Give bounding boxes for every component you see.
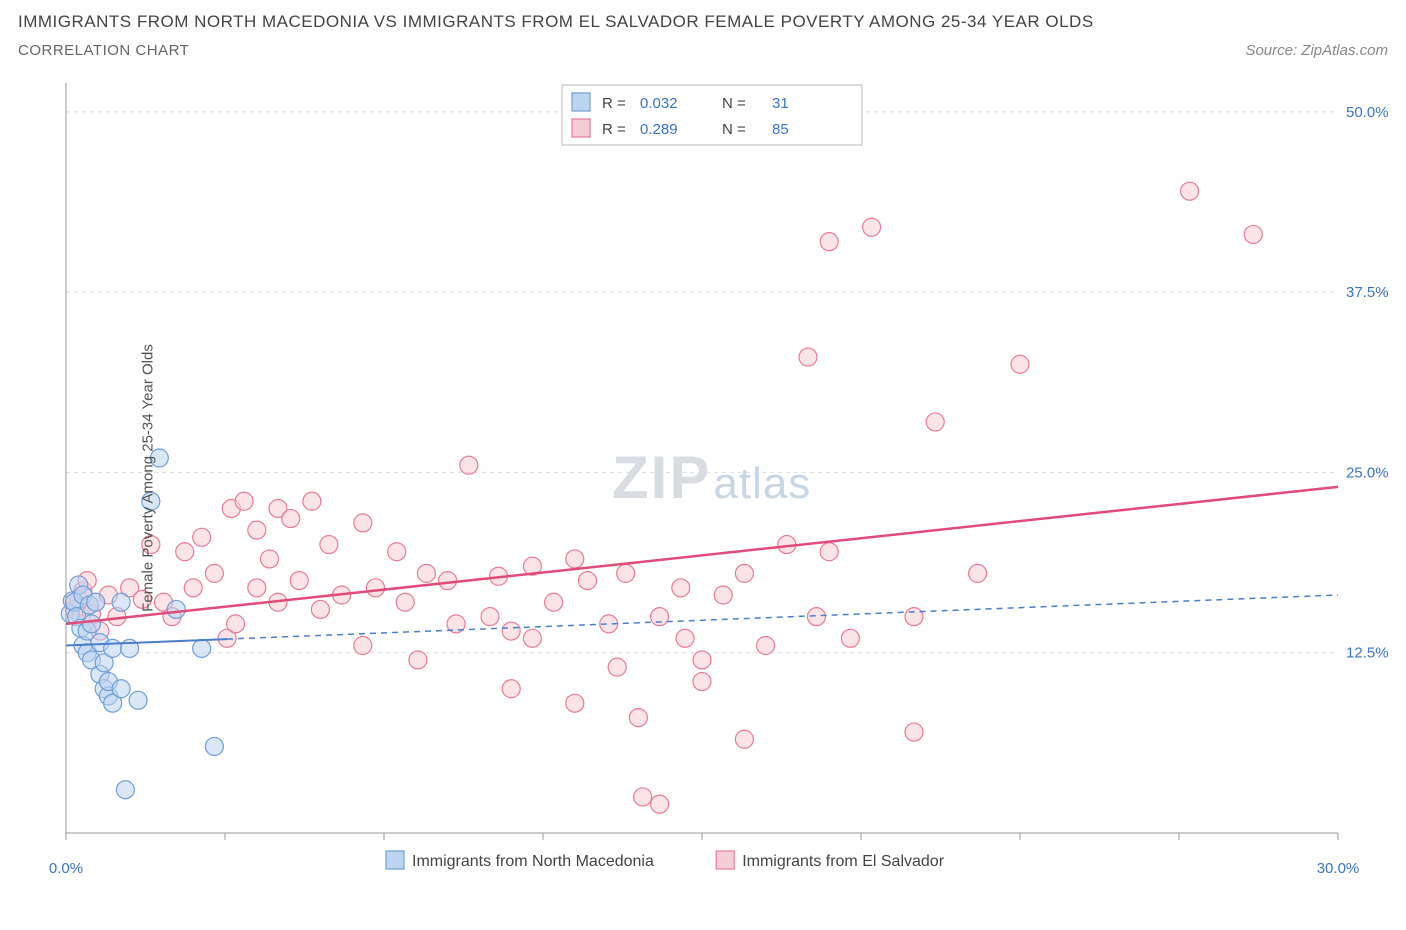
data-point — [282, 510, 300, 528]
data-point — [167, 600, 185, 618]
data-point — [634, 788, 652, 806]
data-point — [184, 579, 202, 597]
legend-series-label: Immigrants from El Salvador — [742, 853, 945, 870]
y-tick-label: 37.5% — [1346, 284, 1388, 301]
data-point — [841, 629, 859, 647]
source-attribution: Source: ZipAtlas.com — [1245, 42, 1388, 59]
legend-r-label: R = — [602, 95, 626, 112]
data-point — [1011, 355, 1029, 373]
y-axis-label: Female Poverty Among 25-34 Year Olds — [139, 344, 156, 612]
data-point — [735, 730, 753, 748]
data-point — [112, 593, 130, 611]
data-point — [439, 572, 457, 590]
data-point — [205, 737, 223, 755]
data-point — [693, 673, 711, 691]
data-point — [579, 572, 597, 590]
scatter-chart: 12.5% 25.0% 37.5% 50.0% ZIPatlas 0.0% 30.0% R =… — [18, 73, 1388, 883]
data-point — [116, 781, 134, 799]
legend-swatch — [386, 851, 404, 869]
data-point — [176, 543, 194, 561]
data-point — [112, 680, 130, 698]
data-point — [311, 600, 329, 618]
x-tick-label: 30.0% — [1317, 860, 1360, 877]
data-point — [193, 639, 211, 657]
data-point — [205, 564, 223, 582]
data-point — [629, 709, 647, 727]
legend-r-label: R = — [602, 121, 626, 138]
data-point — [129, 691, 147, 709]
data-point — [676, 629, 694, 647]
data-point — [735, 564, 753, 582]
data-point — [417, 564, 435, 582]
data-point — [367, 579, 385, 597]
legend-n-label: N = — [722, 95, 746, 112]
data-point — [388, 543, 406, 561]
data-point — [87, 593, 105, 611]
legend-series-label: Immigrants from North Macedonia — [412, 853, 654, 870]
y-tick-label: 25.0% — [1346, 464, 1388, 481]
data-point — [303, 492, 321, 510]
data-point — [460, 456, 478, 474]
data-point — [651, 608, 669, 626]
data-point — [396, 593, 414, 611]
data-point — [693, 651, 711, 669]
data-point — [905, 608, 923, 626]
data-point — [235, 492, 253, 510]
y-tick-label: 50.0% — [1346, 104, 1388, 121]
data-point — [714, 586, 732, 604]
legend-r-value: 0.032 — [640, 95, 678, 112]
data-point — [926, 413, 944, 431]
data-point — [502, 622, 520, 640]
x-tick-label: 0.0% — [49, 860, 83, 877]
data-point — [672, 579, 690, 597]
data-point — [566, 694, 584, 712]
data-point — [82, 615, 100, 633]
chart-subtitle: CORRELATION CHART — [18, 42, 1094, 59]
data-point — [354, 514, 372, 532]
chart-container: Female Poverty Among 25-34 Year Olds 12.… — [18, 73, 1388, 883]
data-point — [104, 639, 122, 657]
data-point — [354, 637, 372, 655]
legend-swatch — [572, 119, 590, 137]
data-point — [481, 608, 499, 626]
data-point — [248, 579, 266, 597]
data-point — [799, 348, 817, 366]
data-point — [608, 658, 626, 676]
data-point — [566, 550, 584, 568]
y-tick-label: 12.5% — [1346, 645, 1388, 662]
legend-r-value: 0.289 — [640, 121, 678, 138]
data-point — [320, 536, 338, 554]
data-point — [502, 680, 520, 698]
trend-line-extrapolated — [227, 595, 1338, 639]
chart-title: IMMIGRANTS FROM NORTH MACEDONIA VS IMMIG… — [18, 12, 1094, 32]
data-point — [290, 572, 308, 590]
legend-n-value: 85 — [772, 121, 789, 138]
data-point — [227, 615, 245, 633]
data-point — [261, 550, 279, 568]
legend-n-value: 31 — [772, 95, 789, 112]
legend-swatch — [572, 93, 590, 111]
data-point — [523, 629, 541, 647]
data-point — [1244, 225, 1262, 243]
data-point — [409, 651, 427, 669]
data-point — [820, 233, 838, 251]
data-point — [651, 795, 669, 813]
watermark: ZIPatlas — [612, 444, 811, 511]
data-point — [193, 528, 211, 546]
data-point — [757, 637, 775, 655]
data-point — [545, 593, 563, 611]
legend-swatch — [716, 851, 734, 869]
legend-n-label: N = — [722, 121, 746, 138]
data-point — [969, 564, 987, 582]
data-point — [1181, 182, 1199, 200]
data-point — [248, 521, 266, 539]
data-point — [617, 564, 635, 582]
data-point — [820, 543, 838, 561]
data-point — [905, 723, 923, 741]
data-point — [863, 218, 881, 236]
